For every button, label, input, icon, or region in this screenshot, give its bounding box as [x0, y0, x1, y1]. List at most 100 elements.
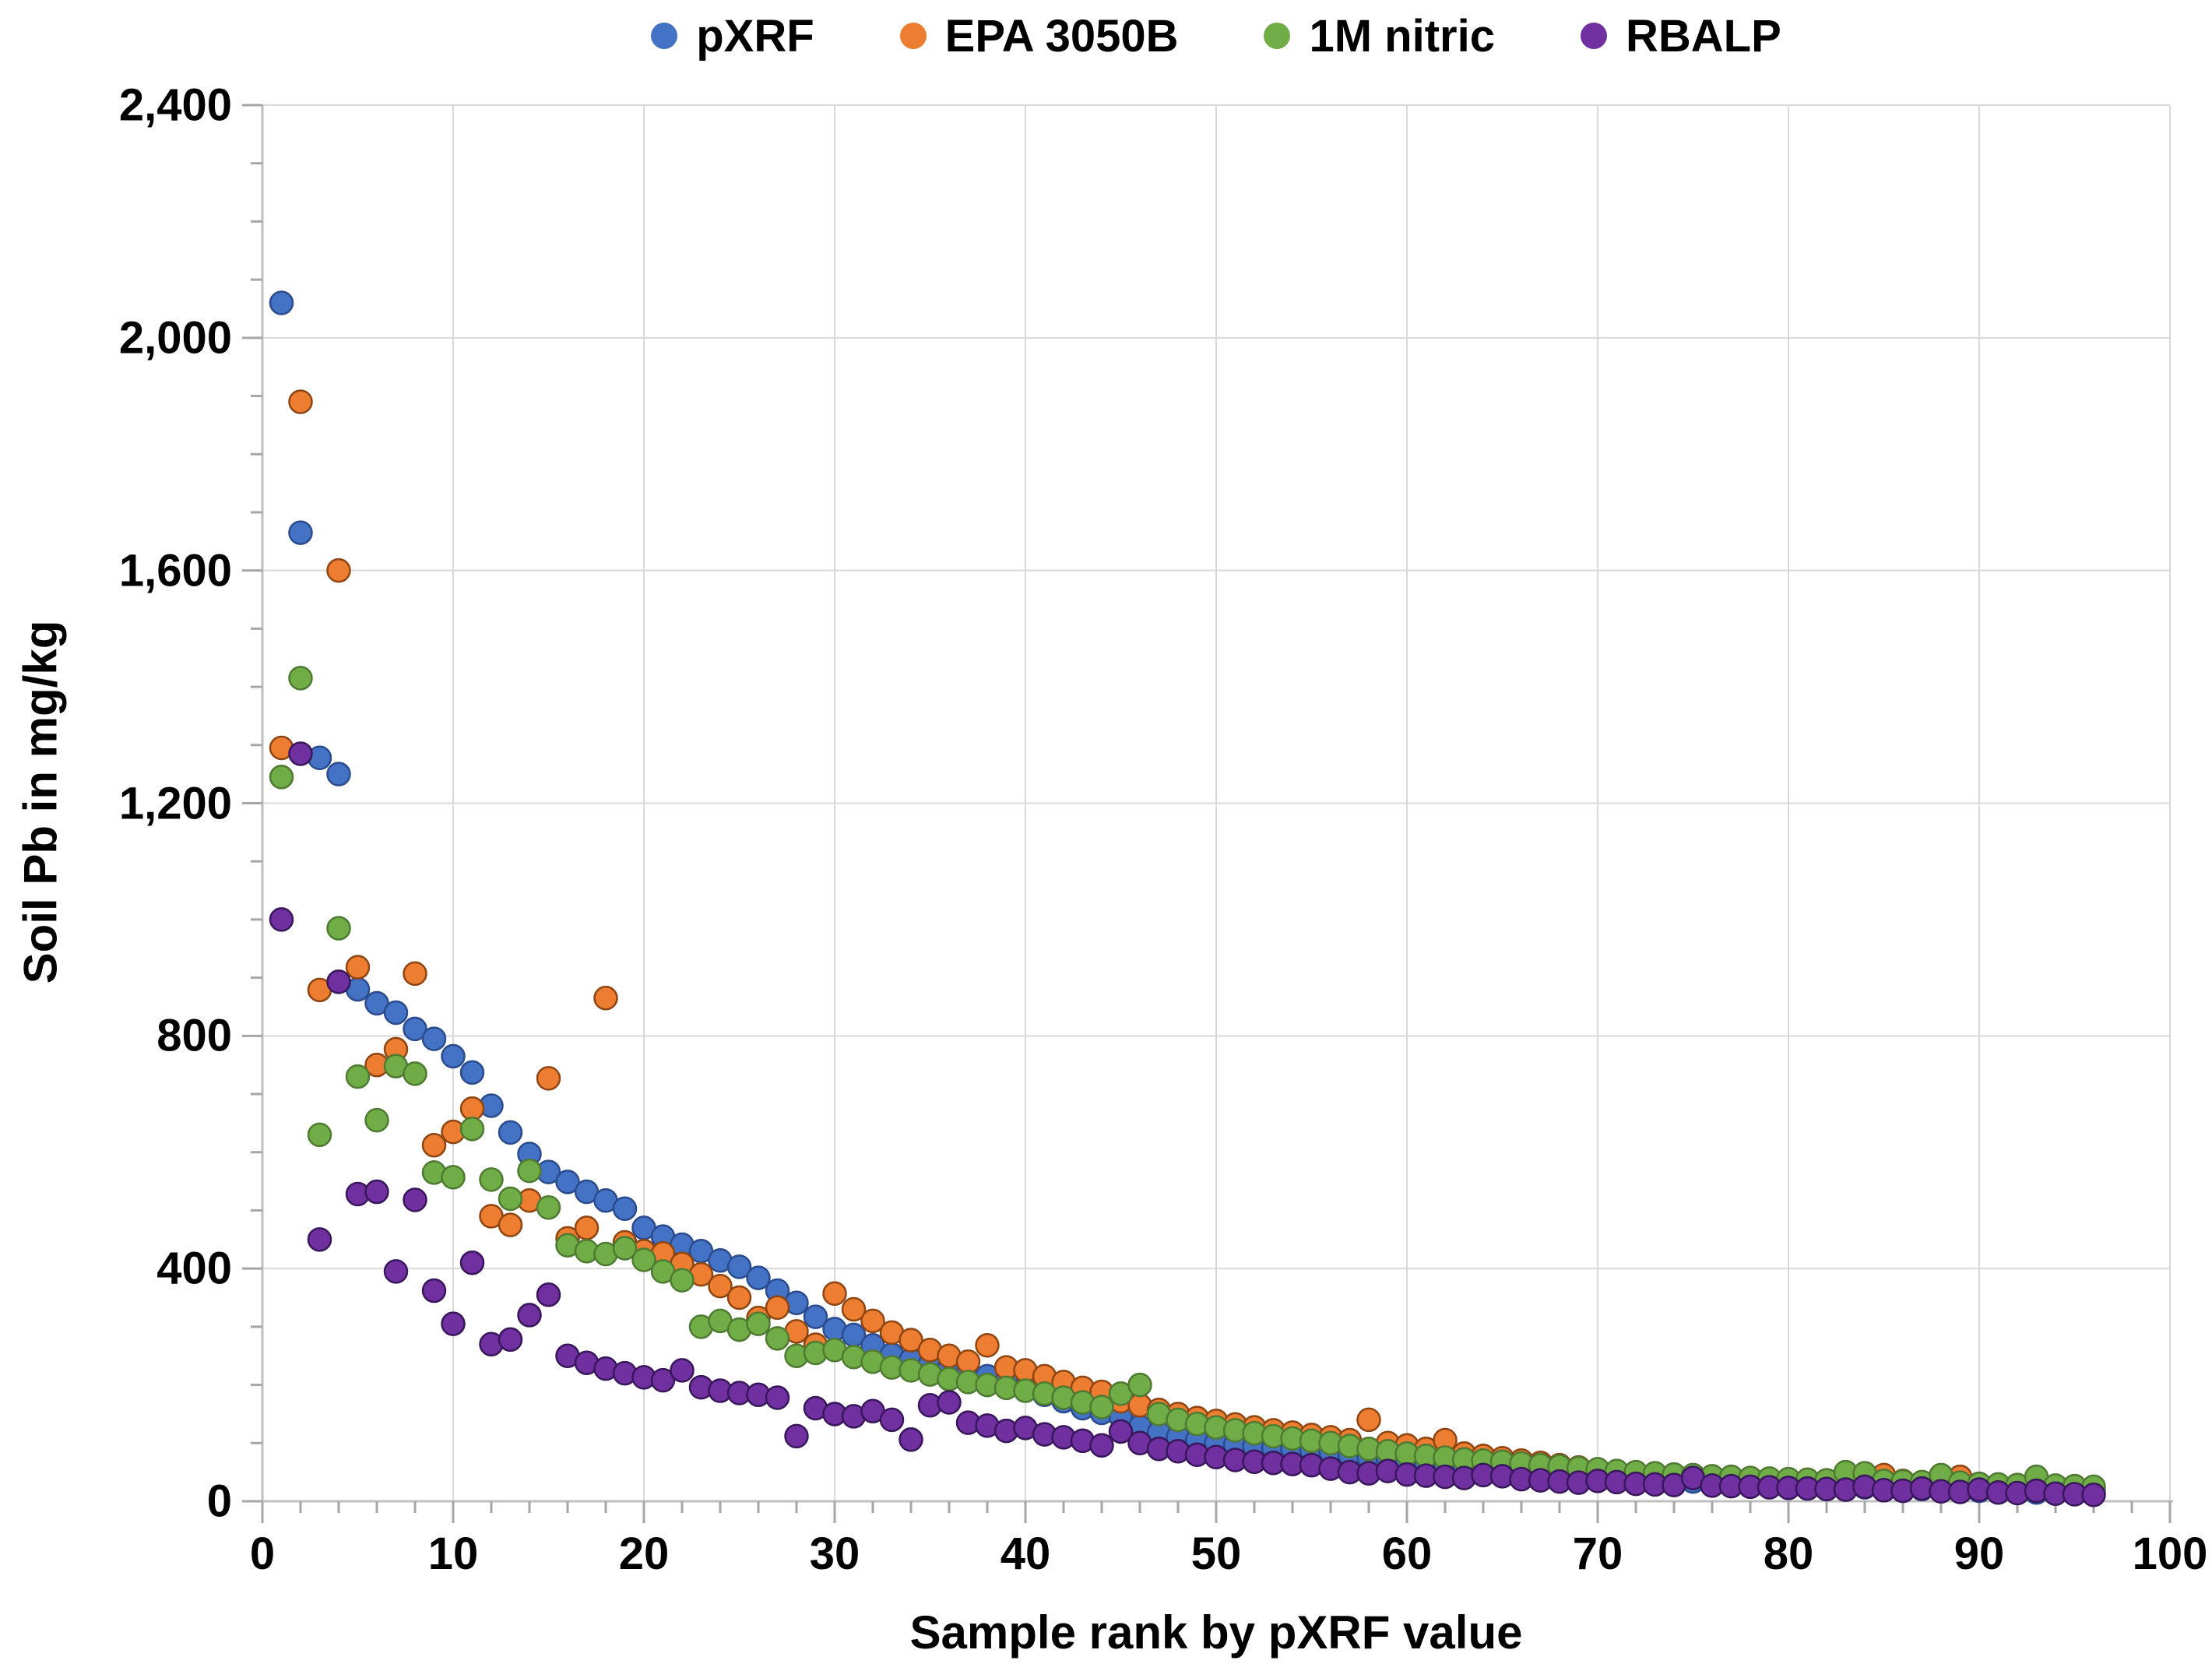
- x-tick-label: 80: [1763, 1529, 1814, 1579]
- data-point-1M-nitric: [441, 1165, 466, 1190]
- data-point-EPA-3050B: [765, 1295, 790, 1320]
- legend-item-RBALP: RBALP: [1580, 10, 1781, 62]
- y-tick-label: 2,000: [118, 312, 232, 364]
- legend-marker-icon: [651, 23, 678, 49]
- legend-marker-icon: [899, 23, 927, 49]
- data-point-pXRF: [612, 1196, 638, 1221]
- data-point-RBALP: [288, 741, 313, 766]
- y-tick-label: 1,600: [118, 545, 232, 596]
- legend-item-EPA-3050B: EPA 3050B: [899, 10, 1179, 62]
- data-point-RBALP: [307, 1227, 332, 1252]
- data-point-pXRF: [459, 1060, 485, 1085]
- data-point-1M-nitric: [479, 1167, 504, 1192]
- data-point-1M-nitric: [536, 1194, 561, 1220]
- data-point-1M-nitric: [612, 1236, 638, 1261]
- data-point-RBALP: [383, 1259, 409, 1284]
- y-tick-label: 0: [206, 1476, 232, 1527]
- data-point-EPA-3050B: [899, 1328, 923, 1353]
- data-point-pXRF: [746, 1265, 771, 1290]
- x-tick-label: 40: [1000, 1529, 1051, 1579]
- data-point-EPA-3050B: [975, 1333, 1000, 1358]
- data-point-EPA-3050B: [1356, 1407, 1381, 1433]
- data-point-1M-nitric: [403, 1061, 427, 1086]
- x-tick-label: 20: [618, 1529, 670, 1579]
- data-point-EPA-3050B: [822, 1281, 847, 1307]
- data-point-1M-nitric: [345, 1064, 371, 1089]
- y-tick-label: 400: [156, 1243, 232, 1294]
- data-point-RBALP: [364, 1179, 389, 1205]
- data-point-RBALP: [498, 1327, 523, 1353]
- x-tick-label: 30: [809, 1529, 860, 1579]
- data-point-RBALP: [1108, 1419, 1134, 1444]
- data-point-1M-nitric: [498, 1186, 523, 1212]
- data-point-pXRF: [403, 1016, 427, 1042]
- data-point-RBALP: [459, 1250, 485, 1275]
- data-point-EPA-3050B: [574, 1215, 600, 1240]
- data-point-1M-nitric: [459, 1117, 485, 1142]
- data-point-RBALP: [326, 969, 351, 994]
- data-point-RBALP: [536, 1282, 561, 1307]
- data-point-EPA-3050B: [955, 1349, 981, 1374]
- data-point-pXRF: [726, 1254, 752, 1279]
- data-point-RBALP: [765, 1385, 790, 1410]
- data-point-1M-nitric: [326, 916, 351, 941]
- x-tick-label: 70: [1572, 1529, 1623, 1579]
- data-point-RBALP: [670, 1358, 695, 1383]
- y-tick-label: 1,200: [118, 778, 232, 828]
- data-point-EPA-3050B: [288, 389, 313, 414]
- data-point-RBALP: [650, 1367, 676, 1393]
- data-point-pXRF: [441, 1043, 466, 1069]
- data-point-EPA-3050B: [421, 1133, 447, 1158]
- legend-label: pXRF: [696, 10, 814, 62]
- data-point-EPA-3050B: [841, 1296, 867, 1322]
- x-tick-label: 90: [1954, 1529, 2005, 1579]
- data-point-pXRF: [555, 1170, 580, 1194]
- data-point-1M-nitric: [746, 1311, 771, 1336]
- data-point-RBALP: [441, 1311, 466, 1336]
- x-tick-label: 100: [2132, 1529, 2208, 1579]
- legend-marker-icon: [1264, 23, 1291, 49]
- data-point-1M-nitric: [1127, 1372, 1152, 1398]
- data-point-EPA-3050B: [726, 1285, 752, 1310]
- data-point-1M-nitric: [1089, 1395, 1114, 1419]
- data-point-pXRF: [803, 1304, 828, 1329]
- x-tick-label: 50: [1190, 1529, 1242, 1579]
- data-point-EPA-3050B: [326, 558, 351, 583]
- data-point-1M-nitric: [307, 1122, 332, 1148]
- data-point-EPA-3050B: [708, 1273, 733, 1299]
- data-point-pXRF: [421, 1026, 447, 1051]
- x-axis-title: Sample rank by pXRF value: [909, 1606, 1523, 1659]
- data-point-pXRF: [288, 520, 313, 545]
- data-point-EPA-3050B: [498, 1212, 523, 1237]
- data-point-RBALP: [269, 907, 294, 932]
- data-point-EPA-3050B: [459, 1096, 485, 1121]
- data-point-RBALP: [899, 1427, 923, 1452]
- data-point-1M-nitric: [670, 1268, 695, 1293]
- data-point-1M-nitric: [269, 765, 294, 790]
- legend-item-pXRF: pXRF: [651, 10, 814, 62]
- data-point-EPA-3050B: [403, 961, 427, 987]
- legend-label: 1M nitric: [1309, 10, 1495, 62]
- data-point-RBALP: [421, 1278, 447, 1303]
- data-point-1M-nitric: [765, 1326, 790, 1351]
- data-point-1M-nitric: [288, 666, 313, 691]
- legend: pXRF EPA 3050B 1M nitric RBALP: [262, 5, 2170, 67]
- data-point-pXRF: [498, 1120, 523, 1145]
- legend-item-1M-nitric: 1M nitric: [1264, 10, 1495, 62]
- data-point-pXRF: [269, 290, 294, 315]
- legend-label: EPA 3050B: [944, 10, 1179, 62]
- x-tick-label: 0: [249, 1529, 276, 1579]
- data-point-RBALP: [2081, 1483, 2106, 1507]
- data-point-RBALP: [517, 1303, 542, 1328]
- data-point-RBALP: [784, 1423, 809, 1449]
- x-tick-label: 10: [427, 1529, 479, 1579]
- data-point-pXRF: [326, 762, 351, 786]
- y-tick-label: 2,400: [118, 79, 232, 131]
- data-point-RBALP: [937, 1390, 962, 1415]
- data-point-RBALP: [879, 1407, 905, 1433]
- y-tick-label: 800: [156, 1010, 232, 1061]
- data-point-1M-nitric: [364, 1107, 389, 1133]
- legend-label: RBALP: [1625, 10, 1781, 62]
